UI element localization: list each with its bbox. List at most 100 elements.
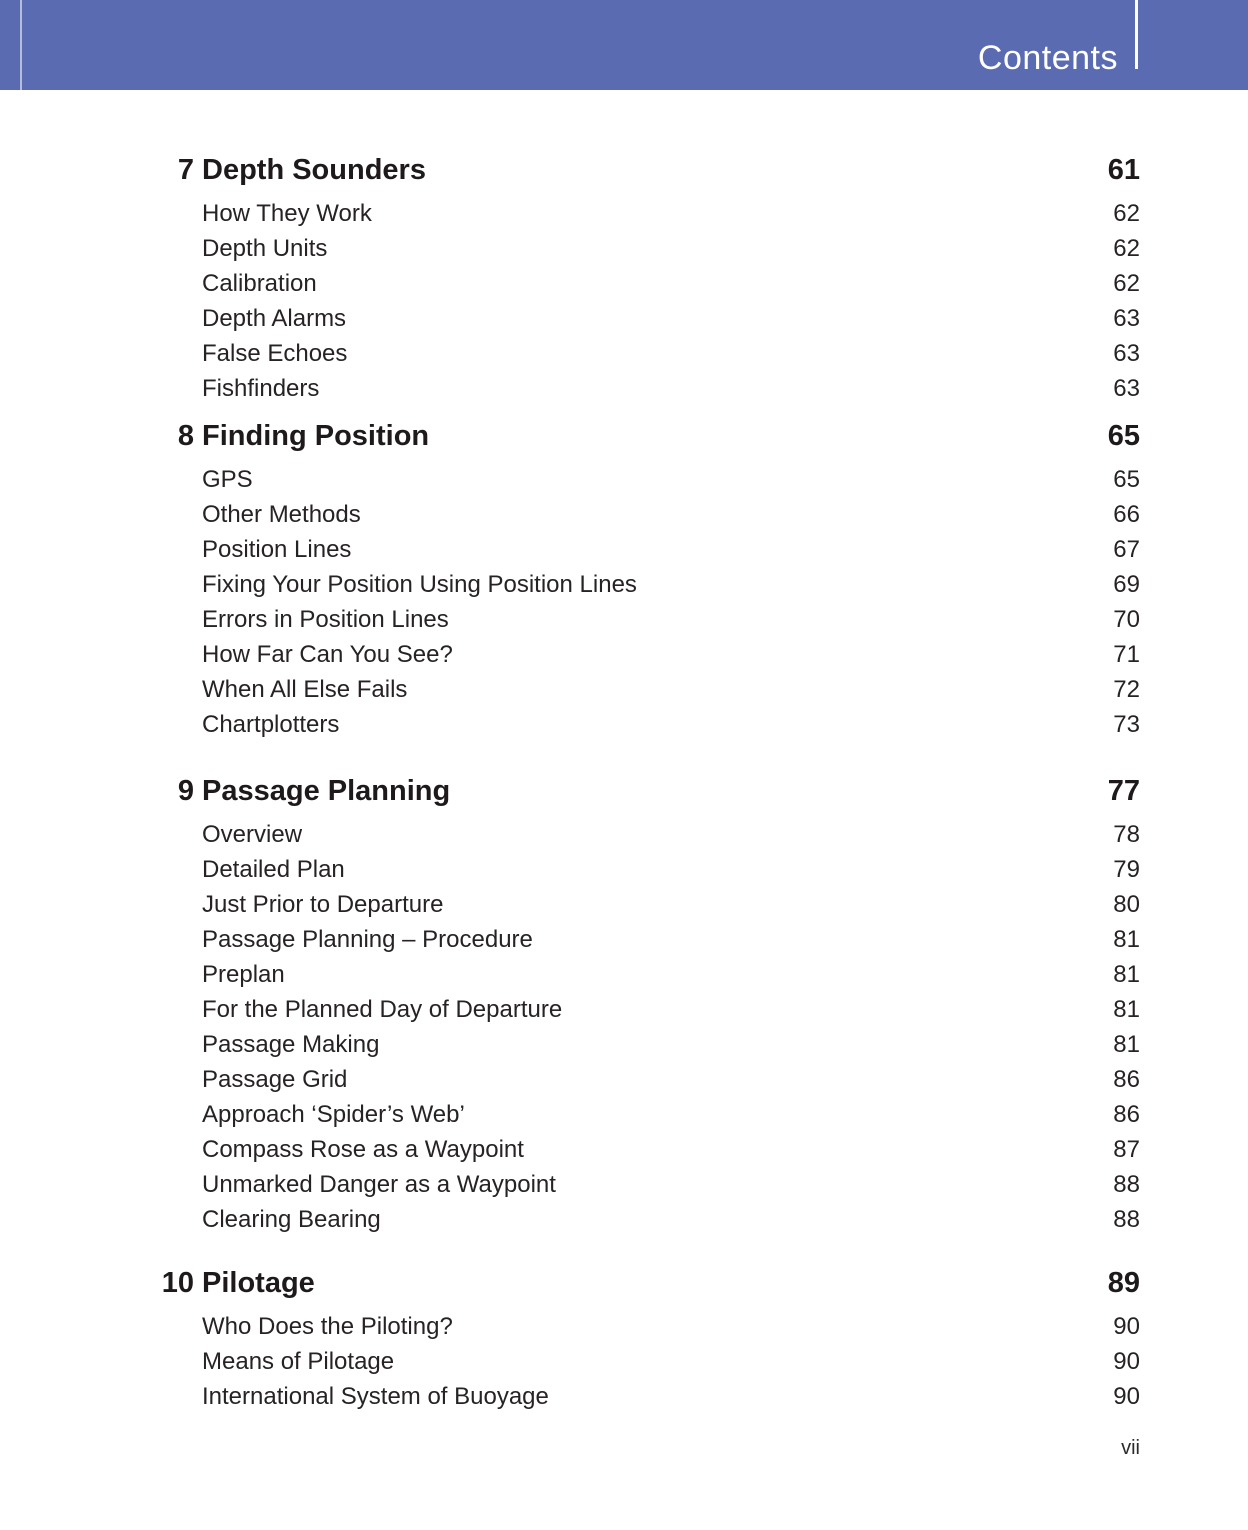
- header-divider-bar: [1135, 0, 1138, 69]
- toc-item-row: Depth Units 62: [146, 231, 1140, 266]
- toc-item-row: When All Else Fails 72: [146, 672, 1140, 707]
- toc-item-label: How Far Can You See?: [202, 641, 453, 668]
- toc-item-label: Passage Planning – Procedure: [202, 926, 533, 953]
- toc-item-page-number: 90: [1113, 1383, 1140, 1410]
- folio-page-number: vii: [1121, 1437, 1140, 1459]
- toc-item-page-number: 86: [1113, 1101, 1140, 1128]
- toc-item-label: Just Prior to Departure: [202, 891, 444, 918]
- toc-item-row: Position Lines 67: [146, 532, 1140, 567]
- toc-chapter-9: 9 Passage Planning 77 Overview 78 Detailed Pl…: [146, 773, 1140, 1237]
- toc-item-row: Passage Making 81: [146, 1027, 1140, 1062]
- toc-item-page-number: 78: [1113, 821, 1140, 848]
- toc-item-page-number: 73: [1113, 711, 1140, 738]
- toc-item-row: Unmarked Danger as a Waypoint 88: [146, 1167, 1140, 1202]
- chapter-title: Pilotage: [202, 1267, 315, 1299]
- toc-item-page-number: 86: [1113, 1066, 1140, 1093]
- toc-chapter-10: 10 Pilotage 89 Who Does the Piloting? 90 Mean…: [146, 1265, 1140, 1414]
- toc-item-row: Means of Pilotage 90: [146, 1344, 1140, 1379]
- header-accent-line: [20, 0, 22, 90]
- toc-item-row: How Far Can You See? 71: [146, 637, 1140, 672]
- toc-chapter-8: 8 Finding Position 65 GPS 65 Other Methods 66 P…: [146, 418, 1140, 742]
- toc-item-label: Passage Making: [202, 1031, 380, 1058]
- toc-item-label: False Echoes: [202, 340, 348, 367]
- toc-item-page-number: 90: [1113, 1348, 1140, 1375]
- toc-item-page-number: 81: [1113, 996, 1140, 1023]
- chapter-page-number: 89: [1107, 1267, 1140, 1299]
- toc-item-row: Depth Alarms 63: [146, 301, 1140, 336]
- toc-item-row: Other Methods 66: [146, 497, 1140, 532]
- toc-chapter-heading: 7 Depth Sounders 61: [146, 152, 1140, 188]
- toc-item-row: International System of Buoyage 90: [146, 1379, 1140, 1414]
- toc-item-row: Fixing Your Position Using Position Line…: [146, 567, 1140, 602]
- chapter-page-number: 77: [1107, 775, 1140, 807]
- toc-item-row: Just Prior to Departure 80: [146, 887, 1140, 922]
- toc-item-row: Chartplotters 73: [146, 707, 1140, 742]
- toc-item-label: Depth Alarms: [202, 305, 347, 332]
- toc-item-label: Means of Pilotage: [202, 1348, 395, 1375]
- toc-item-page-number: 63: [1113, 375, 1140, 402]
- toc-item-row: Passage Grid 86: [146, 1062, 1140, 1097]
- toc-item-page-number: 81: [1113, 961, 1140, 988]
- toc-item-page-number: 80: [1113, 891, 1140, 918]
- toc-item-label: Depth Units: [202, 235, 328, 262]
- toc-item-row: Errors in Position Lines 70: [146, 602, 1140, 637]
- toc-item-label: When All Else Fails: [202, 676, 408, 703]
- toc-item-page-number: 62: [1113, 270, 1140, 297]
- toc-item-page-number: 79: [1113, 856, 1140, 883]
- toc-item-row: GPS 65: [146, 462, 1140, 497]
- toc-chapter-heading: 10 Pilotage 89: [146, 1265, 1140, 1301]
- toc-item-page-number: 81: [1113, 1031, 1140, 1058]
- toc-item-row: Preplan 81: [146, 957, 1140, 992]
- toc-chapter-7: 7 Depth Sounders 61 How They Work 62 Depth Un…: [146, 152, 1140, 406]
- toc-item-label: Calibration: [202, 270, 317, 297]
- toc-item-row: Clearing Bearing 88: [146, 1202, 1140, 1237]
- toc-item-page-number: 70: [1113, 606, 1140, 633]
- toc-item-page-number: 62: [1113, 235, 1140, 262]
- toc-item-page-number: 67: [1113, 536, 1140, 563]
- toc-item-label: International System of Buoyage: [202, 1383, 549, 1410]
- toc-item-page-number: 88: [1113, 1171, 1140, 1198]
- toc-item-label: Passage Grid: [202, 1066, 348, 1093]
- toc-item-page-number: 87: [1113, 1136, 1140, 1163]
- toc-item-label: Who Does the Piloting?: [202, 1313, 453, 1340]
- toc-item-label: Unmarked Danger as a Waypoint: [202, 1171, 556, 1198]
- page-title: Contents: [977, 39, 1118, 77]
- chapter-number: 8: [177, 420, 194, 452]
- toc-item-label: Detailed Plan: [202, 856, 345, 883]
- toc-item-label: Approach ‘Spider’s Web’: [202, 1101, 465, 1128]
- chapter-page-number: 65: [1107, 420, 1140, 452]
- toc-item-page-number: 88: [1113, 1206, 1140, 1233]
- toc-item-label: Fixing Your Position Using Position Line…: [202, 571, 637, 598]
- toc-item-row: Calibration 62: [146, 266, 1140, 301]
- toc-item-label: Other Methods: [202, 501, 361, 528]
- toc-item-row: Approach ‘Spider’s Web’ 86: [146, 1097, 1140, 1132]
- toc-item-label: Errors in Position Lines: [202, 606, 449, 633]
- toc-item-page-number: 62: [1113, 200, 1140, 227]
- chapter-number: 9: [177, 775, 194, 807]
- toc-list: 7 Depth Sounders 61 How They Work 62 Depth Un…: [146, 152, 1140, 1414]
- toc-item-label: GPS: [202, 466, 253, 493]
- toc-chapter-heading: 9 Passage Planning 77: [146, 773, 1140, 809]
- toc-item-page-number: 63: [1113, 340, 1140, 367]
- chapter-title: Depth Sounders: [202, 154, 426, 186]
- toc-item-row: Detailed Plan 79: [146, 852, 1140, 887]
- chapter-page-number: 61: [1107, 154, 1140, 186]
- chapter-number: 7: [177, 154, 194, 186]
- chapter-title: Passage Planning: [202, 775, 451, 807]
- toc-item-row: Overview 78: [146, 817, 1140, 852]
- toc-item-row: Fishfinders 63: [146, 371, 1140, 406]
- toc-item-row: Passage Planning – Procedure 81: [146, 922, 1140, 957]
- toc-item-label: Compass Rose as a Waypoint: [202, 1136, 524, 1163]
- toc-item-row: How They Work 62: [146, 196, 1140, 231]
- toc-chapter-heading: 8 Finding Position 65: [146, 418, 1140, 454]
- toc-item-row: Compass Rose as a Waypoint 87: [146, 1132, 1140, 1167]
- chapter-number: 10: [161, 1267, 194, 1299]
- toc-item-label: Clearing Bearing: [202, 1206, 381, 1233]
- toc-item-page-number: 71: [1113, 641, 1140, 668]
- toc-item-page-number: 69: [1113, 571, 1140, 598]
- chapter-title: Finding Position: [202, 420, 430, 452]
- toc-item-page-number: 65: [1113, 466, 1140, 493]
- toc-item-label: Preplan: [202, 961, 285, 988]
- toc-item-label: Fishfinders: [202, 375, 320, 402]
- toc-item-page-number: 63: [1113, 305, 1140, 332]
